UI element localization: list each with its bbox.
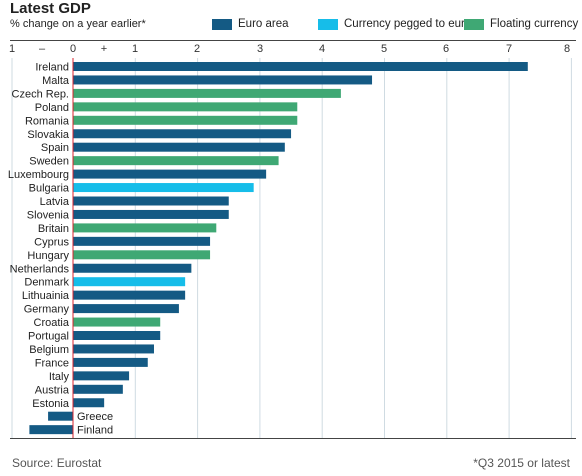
bar — [73, 75, 373, 85]
category-label: Hungary — [27, 250, 69, 262]
category-label: Finland — [77, 425, 113, 437]
bar — [73, 371, 130, 381]
bar — [73, 102, 298, 112]
bar — [73, 304, 179, 314]
bar — [73, 129, 292, 139]
chart-subtitle: % change on a year earlier* — [10, 18, 146, 30]
footnote: *Q3 2015 or latest — [473, 456, 570, 470]
bar — [73, 236, 211, 246]
x-tick-label: 3 — [257, 43, 263, 55]
bar — [73, 169, 267, 179]
bar — [73, 357, 148, 367]
x-tick-label: 2 — [194, 43, 200, 55]
category-label: Spain — [41, 142, 69, 154]
x-tick-label: 6 — [443, 43, 449, 55]
bar — [73, 142, 285, 152]
legend-swatch-floating-currency — [464, 18, 484, 30]
x-tick-label: 1 — [132, 43, 138, 55]
bar — [73, 250, 211, 260]
category-label: Malta — [42, 75, 70, 87]
bar — [48, 411, 73, 421]
bar — [29, 425, 73, 435]
x-tick-label: 7 — [506, 43, 512, 55]
legend-swatch-currency-pegged — [318, 18, 338, 30]
category-label: Latvia — [40, 196, 70, 208]
bar — [73, 290, 186, 300]
bar — [73, 263, 192, 273]
category-label: Sweden — [29, 156, 69, 168]
bar — [73, 62, 528, 71]
bar — [73, 331, 161, 340]
source-note: Source: Eurostat — [12, 456, 102, 470]
category-label: Italy — [49, 371, 70, 383]
bar — [73, 277, 186, 287]
bar — [73, 223, 217, 233]
x-tick-label: 5 — [381, 43, 387, 55]
category-label: Portugal — [28, 331, 69, 343]
bar — [73, 183, 254, 193]
category-label: Belgium — [29, 344, 69, 356]
x-tick-label: – — [39, 43, 46, 55]
chart-title: Latest GDP — [10, 0, 91, 17]
category-label: Greece — [77, 411, 113, 423]
category-label: Lithuainia — [22, 290, 70, 302]
category-label: Cyprus — [34, 236, 69, 248]
category-label: Austria — [35, 384, 70, 396]
legend-item-floating-currency: Floating currency — [464, 17, 578, 31]
x-tick-label: 0 — [70, 43, 76, 55]
bar — [73, 196, 229, 206]
bar — [73, 317, 161, 327]
category-label: Slovenia — [27, 209, 70, 221]
legend-item-euro-area: Euro area — [212, 17, 289, 31]
category-label: Ireland — [35, 62, 69, 74]
bar — [73, 209, 229, 219]
legend-item-currency-pegged: Currency pegged to euro — [318, 17, 471, 31]
x-tick-label: 8 — [564, 43, 570, 55]
x-tick-label: 4 — [319, 43, 325, 55]
bar — [73, 88, 341, 98]
legend-label-floating-currency: Floating currency — [490, 18, 579, 30]
bar — [73, 156, 279, 166]
category-label: Czech Rep. — [12, 88, 69, 100]
category-label: Netherlands — [10, 263, 70, 275]
legend-label-currency-pegged: Currency pegged to euro — [344, 18, 472, 30]
x-tick-label: 1 — [9, 43, 15, 55]
category-label: Britain — [38, 223, 69, 235]
category-label: Denmark — [24, 277, 69, 289]
bar — [73, 398, 105, 408]
category-label: France — [35, 357, 69, 369]
category-label: Bulgaria — [29, 183, 70, 195]
category-label: Croatia — [34, 317, 70, 329]
category-label: Germany — [24, 304, 70, 316]
x-tick-label: + — [101, 43, 107, 55]
category-label: Luxembourg — [8, 169, 69, 181]
category-label: Slovakia — [27, 129, 69, 141]
bar — [73, 344, 154, 354]
category-label: Romania — [25, 115, 70, 127]
legend-swatch-euro-area — [212, 18, 232, 30]
category-label: Estonia — [32, 398, 70, 410]
legend-label-euro-area: Euro area — [238, 18, 289, 30]
bar — [73, 384, 123, 394]
bar — [73, 115, 298, 125]
category-label: Poland — [35, 102, 69, 114]
